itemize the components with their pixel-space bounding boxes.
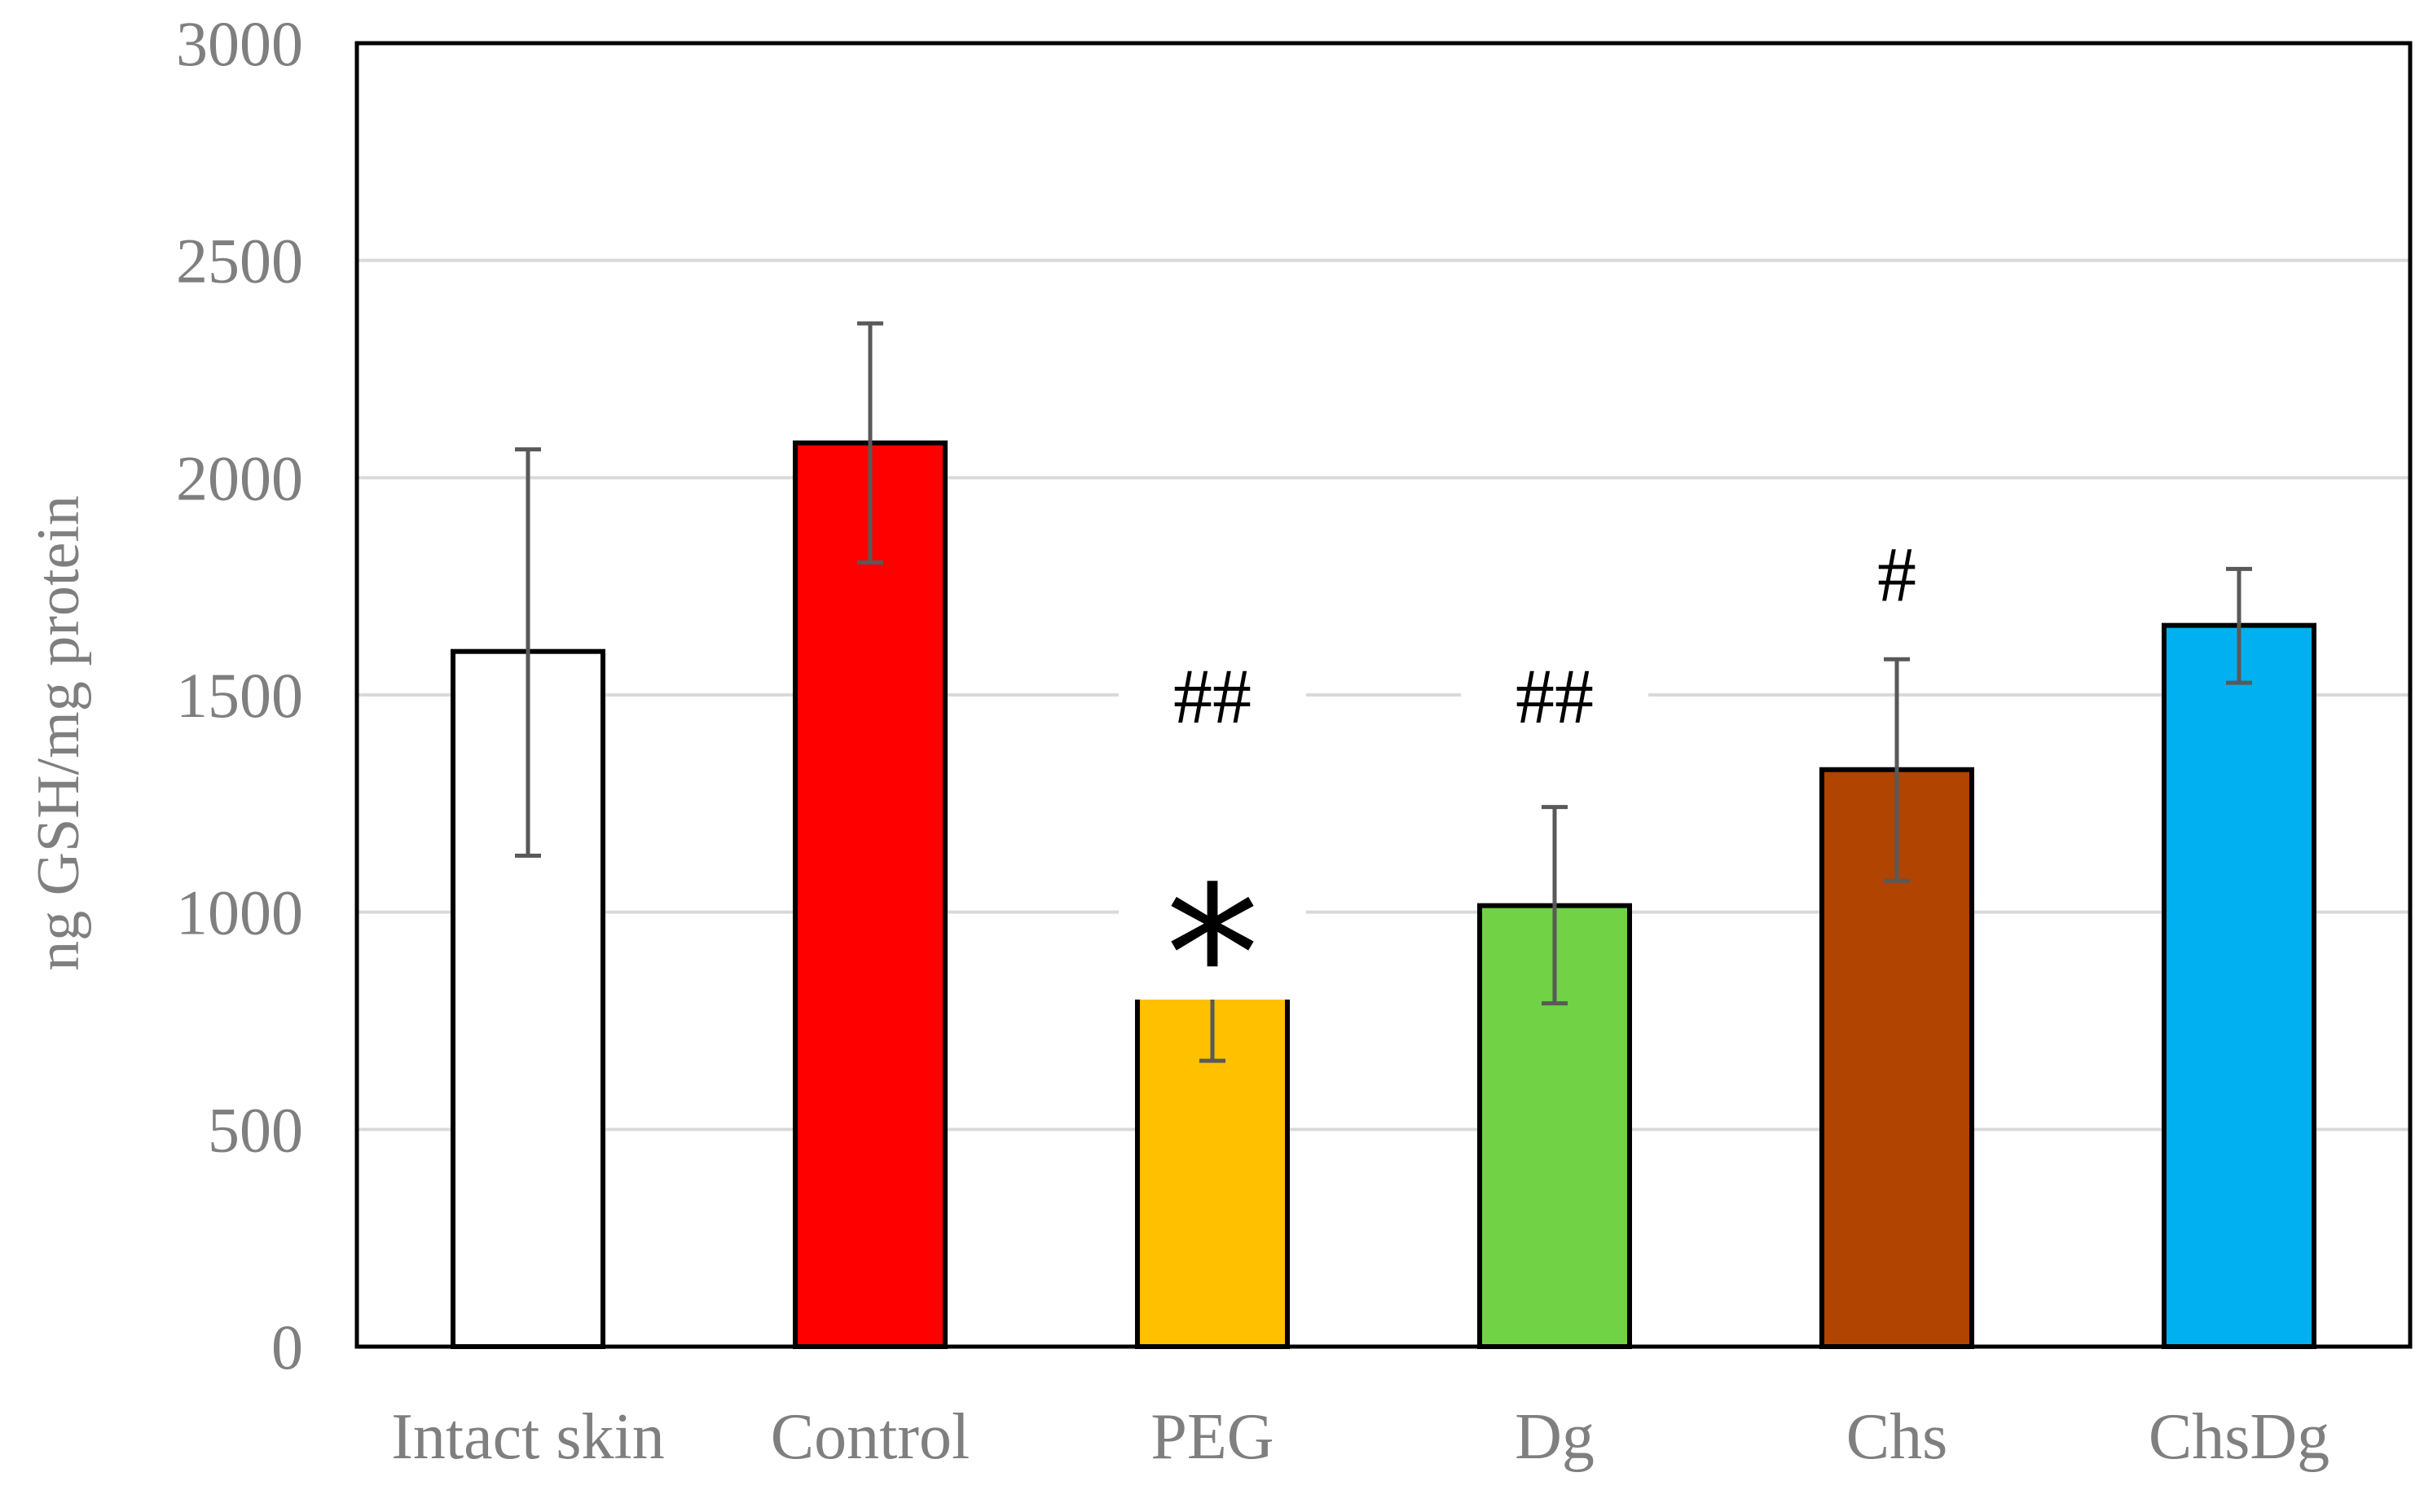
annotation-backdrop <box>1461 662 1648 727</box>
bar-chsdg <box>2162 622 2316 1349</box>
y-tick-label: 1500 <box>176 660 303 731</box>
bar-control <box>793 440 948 1350</box>
significance-hash-label: # <box>1877 531 1916 618</box>
plot-frame <box>354 41 2413 1349</box>
y-tick-label: 1000 <box>176 877 303 948</box>
annotation-backdrop <box>1119 853 1306 1000</box>
x-tick-label: Intact skin <box>391 1401 664 1473</box>
y-axis-label: ng GSH/mg protein <box>25 495 92 971</box>
x-tick-label: Dg <box>1515 1401 1595 1473</box>
y-tick-label: 2500 <box>176 226 303 297</box>
annotation-backdrop <box>1119 662 1306 727</box>
annotation-backdrop <box>1803 540 1991 606</box>
y-tick-label: 3000 <box>176 8 303 79</box>
significance-hash-label: ## <box>1173 653 1252 740</box>
x-tick-label: PEG <box>1150 1401 1274 1473</box>
x-tick-label: ChsDg <box>2149 1401 2329 1473</box>
significance-star-label: * <box>1166 847 1260 1065</box>
x-tick-label: Chs <box>1846 1401 1948 1473</box>
x-tick-label: Control <box>771 1401 970 1473</box>
significance-hash-label: ## <box>1516 653 1594 740</box>
y-tick-label: 500 <box>208 1094 303 1165</box>
y-tick-label: 0 <box>271 1312 303 1382</box>
y-tick-label: 2000 <box>176 442 303 513</box>
